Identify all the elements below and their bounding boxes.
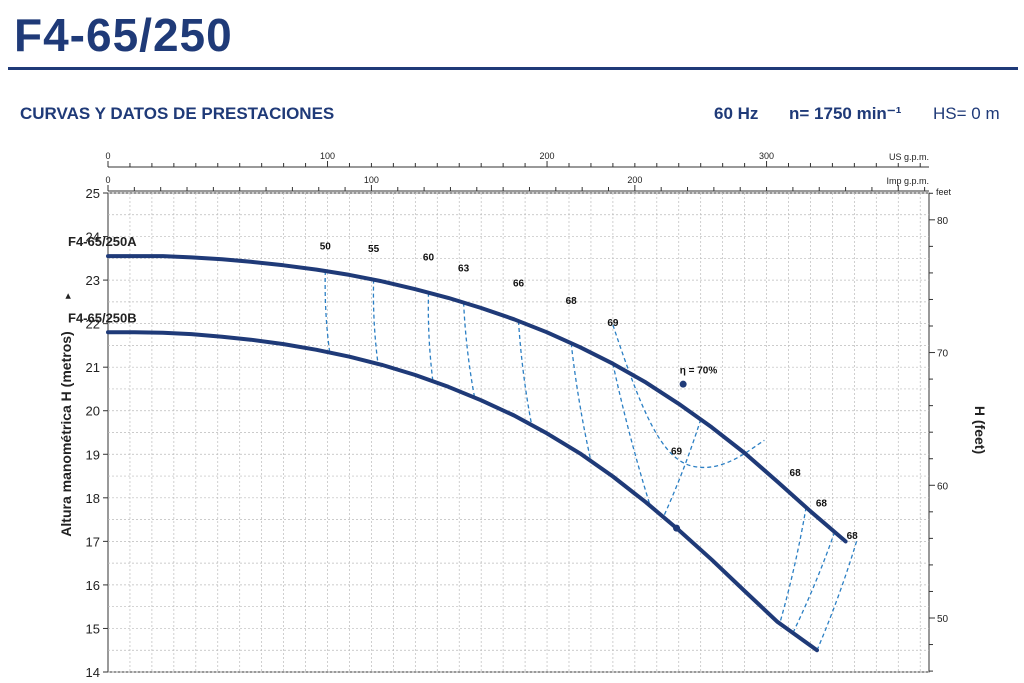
feet-tick-label: 50 xyxy=(937,614,949,625)
efficiency-label: 69 xyxy=(671,446,683,457)
y-tick-label: 15 xyxy=(86,621,100,636)
efficiency-label: 66 xyxy=(513,279,525,290)
feet-tick-label: 60 xyxy=(937,481,949,492)
efficiency-isoline xyxy=(517,320,533,426)
series-label: F4-65/250B xyxy=(68,310,137,325)
imp-gpm-tick-label: 100 xyxy=(364,175,379,185)
us-gpm-tick-label: 0 xyxy=(105,151,110,161)
frequency-label: 60 Hz xyxy=(714,104,759,123)
efficiency-isoline xyxy=(570,343,592,462)
y-tick-label: 23 xyxy=(86,273,100,288)
efficiency-label: 60 xyxy=(423,252,435,263)
efficiency-label: 55 xyxy=(368,244,380,255)
y-tick-label: 24 xyxy=(86,230,100,245)
efficiency-isoline xyxy=(816,541,858,651)
y-axis-label-arrow: ▸ xyxy=(61,293,74,299)
series-label: F4-65/250A xyxy=(68,234,137,249)
us-gpm-tick-label: 300 xyxy=(759,151,774,161)
efficiency-label: 68 xyxy=(566,296,578,307)
pump-curve-b xyxy=(106,330,819,653)
efficiency-label: 50 xyxy=(320,242,332,253)
y-tick-label: 22 xyxy=(86,317,100,332)
feet-tick-label: 70 xyxy=(937,349,949,360)
y-tick-label: 19 xyxy=(86,447,100,462)
hs-label: HS= 0 m xyxy=(933,104,1000,123)
us-gpm-axis-label: US g.p.m. xyxy=(889,152,929,162)
y-tick-label: 20 xyxy=(86,404,100,419)
bep-marker xyxy=(679,380,687,388)
imp-gpm-axis-label: Imp g.p.m. xyxy=(886,176,929,186)
efficiency-isoline xyxy=(662,419,702,518)
efficiency-isoline xyxy=(324,271,331,353)
efficiency-label: 68 xyxy=(790,468,802,479)
y-tick-label: 21 xyxy=(86,360,100,375)
speed-label: n= 1750 min⁻¹ xyxy=(789,104,902,123)
y-tick-label: 18 xyxy=(86,491,100,506)
us-gpm-tick-label: 100 xyxy=(320,151,335,161)
imp-gpm-tick-label: 0 xyxy=(105,175,110,185)
y-tick-label: 25 xyxy=(86,186,100,201)
efficiency-isoline xyxy=(372,279,379,364)
imp-gpm-tick-label: 200 xyxy=(627,175,642,185)
efficiency-label: 68 xyxy=(847,531,859,542)
efficiency-isoline xyxy=(427,292,434,382)
y2-axis-label: H (feet) xyxy=(972,406,988,454)
efficiency-isoline xyxy=(462,302,476,398)
pump-curve-a xyxy=(106,254,848,544)
feet-tick-label: 80 xyxy=(937,216,949,227)
title-underline xyxy=(8,67,1018,70)
us-gpm-tick-label: 200 xyxy=(540,151,555,161)
efficiency-label: 63 xyxy=(458,263,470,274)
efficiency-isoline xyxy=(779,507,807,624)
y-tick-label: 16 xyxy=(86,578,100,593)
y-axis-label: Altura manométrica H (metros) xyxy=(58,331,74,536)
efficiency-label: 69 xyxy=(607,318,619,329)
efficiency-label: η = 70% xyxy=(680,366,718,377)
efficiency-label: 68 xyxy=(816,499,828,510)
y-tick-label: 14 xyxy=(86,665,100,680)
efficiency-isoline xyxy=(612,363,651,507)
section-subtitle: CURVAS Y DATOS DE PRESTACIONES xyxy=(20,104,335,123)
y2-axis-unit: feet xyxy=(936,187,952,197)
y-tick-label: 17 xyxy=(86,534,100,549)
page-title: F4-65/250 xyxy=(14,9,233,61)
